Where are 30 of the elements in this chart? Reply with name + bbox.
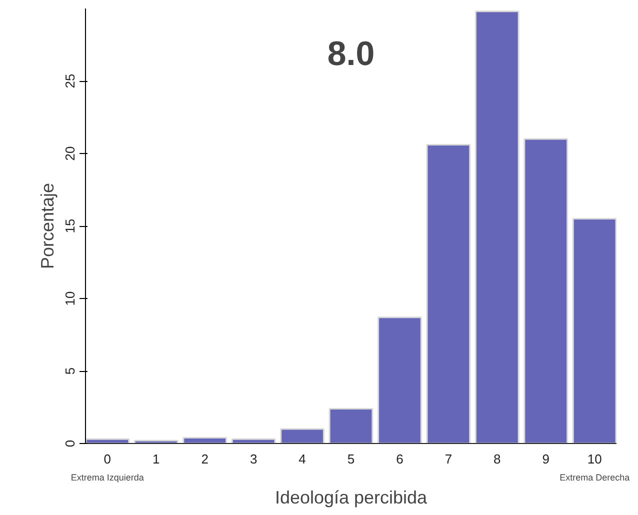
x-tick-label: 2 xyxy=(201,452,208,466)
y-tick-label: 10 xyxy=(62,291,78,306)
x-tick-label: 3 xyxy=(250,452,258,466)
y-tick-label: 0 xyxy=(62,440,78,448)
bar xyxy=(182,436,228,444)
x-tick-label: 7 xyxy=(444,452,452,466)
y-tick-label: 25 xyxy=(62,74,78,88)
bar xyxy=(572,218,616,444)
bar xyxy=(280,428,324,444)
x-tick-label: 1 xyxy=(152,452,160,466)
text: Extrema Izquierda xyxy=(70,472,144,482)
y-tick-label: 20 xyxy=(62,146,78,161)
y-tick-label: 5 xyxy=(62,367,78,375)
x-tick-label: 8 xyxy=(494,452,501,466)
bar xyxy=(474,10,520,444)
y-tick-label: 15 xyxy=(62,218,78,234)
annotation: 8.0 xyxy=(327,35,375,74)
x-tick-label: 6 xyxy=(396,452,404,466)
bar xyxy=(426,144,471,444)
y-axis-title: Porcentaje xyxy=(38,182,58,270)
x-tick-label: 4 xyxy=(298,452,306,466)
x-tick-label: 10 xyxy=(587,452,602,466)
x-axis-title: Ideología percibida xyxy=(274,488,428,508)
bar xyxy=(328,408,374,444)
x-tick-label: 9 xyxy=(542,452,550,466)
bar xyxy=(378,316,422,444)
x-tick-label: 5 xyxy=(347,452,355,466)
bar xyxy=(524,138,568,444)
text: Extrema Derecha xyxy=(560,472,630,482)
x-tick-label: 0 xyxy=(104,452,112,466)
